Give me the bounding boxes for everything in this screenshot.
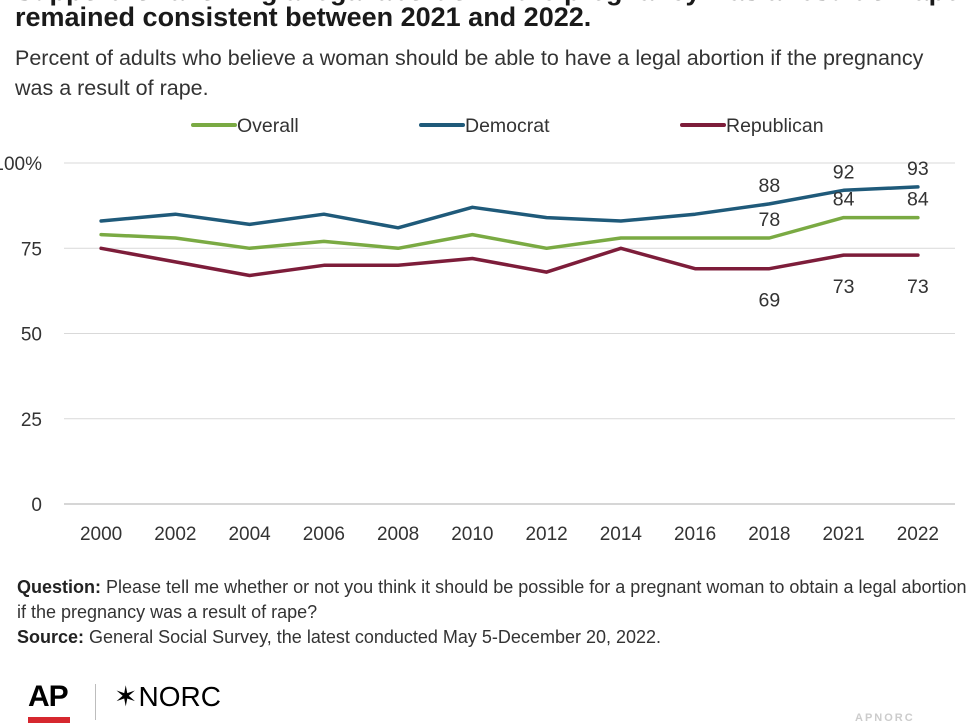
y-tick-label: 25 [21,410,42,431]
legend-label: Democrat [465,115,550,137]
question-text: Please tell me whether or not you think … [17,577,967,622]
x-tick-label: 2004 [228,524,271,545]
series-line [99,185,920,230]
x-tick-label: 2000 [80,524,122,545]
ap-logo-bar [28,717,70,723]
x-tick-label: 2006 [303,524,345,545]
norc-logo: ✶NORC [114,680,221,713]
series-line [99,215,920,251]
legend-label: Republican [726,115,824,137]
apnorc-bottom-logo: APNORC [855,712,915,724]
x-tick-label: 2010 [451,524,493,545]
data-label: 92 [833,161,855,183]
question-label: Question: [17,577,101,597]
x-tick-label: 2016 [674,524,716,545]
ap-logo: AP [28,680,69,713]
norc-star-icon: ✶ [114,681,138,712]
y-tick-label: 100% [0,154,42,175]
data-label: 84 [907,189,929,211]
source-label: Source: [17,627,85,647]
x-tick-label: 2014 [600,524,643,545]
line-chart: 0 25 50 75 100% 2000 2002 2004 2006 2008 2010 2012 2… [0,115,955,545]
x-tick-label: 2002 [154,524,196,545]
x-tick-label: 2018 [748,524,790,545]
chart-subtitle: Percent of adults who believe a woman sh… [15,46,924,100]
data-label: 69 [759,290,781,312]
data-label: 84 [833,189,855,211]
x-tick-label: 2021 [822,524,864,545]
logo-divider [95,684,96,720]
legend-label: Overall [237,115,299,137]
x-tick-label: 2022 [897,524,939,545]
data-label: 73 [907,276,929,298]
source-note: Source: General Social Survey, the lates… [17,625,967,650]
y-tick-label: 50 [21,325,42,346]
data-label: 78 [759,209,781,231]
x-tick-label: 2012 [525,524,567,545]
chart-footer: Question: Please tell me whether or not … [17,575,967,650]
data-label: 73 [833,276,855,298]
series-line [99,246,920,278]
y-tick-label: 0 [31,495,42,516]
data-label: 93 [907,158,929,180]
chart-title-line1: Support for allowing a legal abortion if… [15,0,980,8]
data-label: 88 [759,175,781,197]
x-tick-label: 2008 [377,524,419,545]
norc-logo-text: NORC [138,681,221,712]
question-note: Question: Please tell me whether or not … [17,575,967,625]
y-tick-label: 75 [21,239,42,260]
source-text: General Social Survey, the latest conduc… [89,627,662,647]
chart-title-line2: remained consistent between 2021 and 202… [15,2,592,32]
